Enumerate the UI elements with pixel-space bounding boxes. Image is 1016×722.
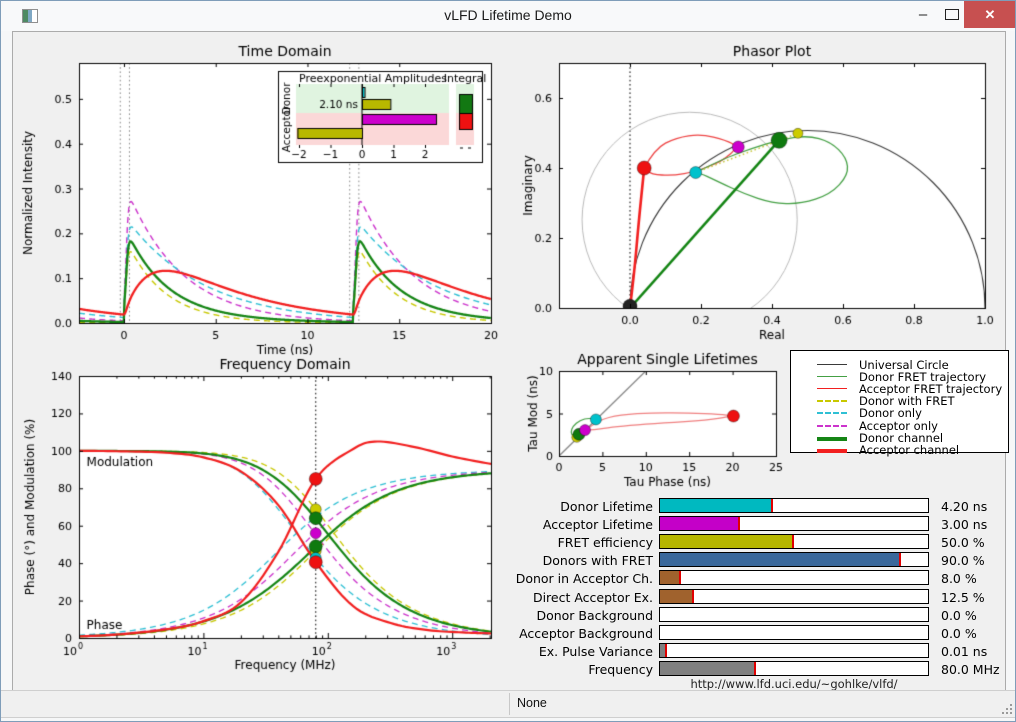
slider-track[interactable] (659, 498, 929, 513)
slider-row: Donors with FRET 90.0 % (441, 552, 1007, 568)
slider-fill (660, 553, 901, 567)
close-button[interactable]: ✕ (964, 1, 1015, 28)
window-title: vLFD Lifetime Demo (444, 7, 572, 23)
legend-line-sample (817, 412, 847, 415)
slider-row: Donor in Acceptor Ch. 8.0 % (441, 570, 1007, 586)
slider-value: 0.01 ns (941, 643, 988, 659)
slider-label: Acceptor Lifetime (542, 517, 653, 533)
slider-fill (660, 535, 794, 549)
slider-track[interactable] (659, 516, 929, 532)
slider-handle[interactable] (899, 553, 902, 567)
legend-label: Acceptor FRET trajectory (859, 382, 1003, 397)
legend-label: Universal Circle (859, 358, 949, 372)
slider-row: Donor Background 0.0 % (441, 606, 1007, 623)
phasor-legend: Universal Circle Donor FRET trajectory A… (790, 350, 1009, 457)
slider-track[interactable] (659, 534, 929, 550)
slider-label: Donor in Acceptor Ch. (515, 571, 653, 587)
slider-row: Ex. Pulse Variance 0.01 ns (441, 642, 1007, 659)
slider-track[interactable] (659, 588, 929, 604)
slider-row: Acceptor Lifetime 3.00 ns (441, 516, 1007, 532)
slider-label: Donor Lifetime (560, 499, 653, 514)
legend-item: Donor only (791, 406, 1008, 421)
resize-grip[interactable] (1000, 702, 1012, 714)
legend-line-sample (817, 376, 847, 378)
slider-label: Frequency (588, 661, 653, 677)
slider-label: Donors with FRET (542, 553, 653, 569)
project-url: http://www.lfd.uci.edu/~gohlke/vlfd/ (690, 677, 898, 691)
slider-row: Acceptor Background 0.0 % (441, 624, 1007, 641)
status-bar: None (1, 690, 1015, 718)
slider-label: Acceptor Background (519, 625, 653, 641)
slider-value: 80.0 MHz (941, 661, 1000, 677)
slider-value: 50.0 % (941, 535, 985, 551)
slider-value: 4.20 ns (941, 499, 988, 514)
title-bar: vLFD Lifetime Demo – ✕ (1, 1, 1015, 31)
maximize-button[interactable] (940, 1, 964, 28)
legend-line-sample (817, 424, 847, 427)
slider-fill (660, 571, 681, 585)
slider-row: Donor Lifetime 4.20 ns (441, 498, 1007, 514)
minimize-icon: – (918, 6, 928, 23)
slider-track[interactable] (659, 624, 929, 640)
legend-item: Donor with FRET (791, 394, 1008, 409)
slider-handle[interactable] (691, 589, 694, 603)
slider-value: 3.00 ns (941, 517, 988, 533)
legend-item: Donor channel (791, 430, 1008, 445)
slider-handle[interactable] (664, 643, 667, 657)
legend-label: Acceptor only (859, 418, 938, 433)
slider-fill (660, 589, 694, 603)
legend-label: Acceptor channel (859, 442, 960, 457)
slider-fill (660, 517, 740, 531)
legend-label: Donor only (859, 406, 922, 421)
slider-track[interactable] (659, 660, 929, 676)
slider-handle[interactable] (770, 499, 773, 512)
slider-track[interactable] (659, 606, 929, 622)
slider-track[interactable] (659, 642, 929, 658)
status-message: None (517, 696, 547, 710)
minimize-button[interactable]: – (906, 1, 940, 28)
slider-handle[interactable] (792, 535, 794, 549)
slider-label: Direct Acceptor Ex. (532, 589, 653, 605)
slider-value: 90.0 % (941, 553, 985, 569)
legend-item: Acceptor only (791, 418, 1008, 433)
slider-value: 8.0 % (941, 571, 977, 587)
slider-handle[interactable] (679, 571, 682, 585)
legend-item: Acceptor FRET trajectory (791, 382, 1008, 397)
slider-row: Direct Acceptor Ex. 12.5 % (441, 588, 1007, 605)
slider-row: Frequency 80.0 MHz (441, 660, 1007, 677)
slider-track[interactable] (659, 570, 929, 586)
slider-fill (660, 499, 773, 512)
slider-fill (660, 661, 756, 675)
slider-track[interactable] (659, 552, 929, 568)
slider-row: FRET efficiency 50.0 % (441, 534, 1007, 550)
slider-value: 0.0 % (941, 625, 977, 641)
legend-item: Universal Circle (791, 358, 1008, 372)
slider-handle[interactable] (738, 517, 741, 531)
maximize-icon (945, 9, 959, 20)
legend-label: Donor channel (859, 430, 944, 445)
close-icon: ✕ (984, 6, 996, 22)
legend-line-sample (817, 436, 847, 441)
slider-value: 12.5 % (941, 589, 985, 605)
slider-value: 0.0 % (941, 607, 977, 623)
legend-item: Acceptor channel (791, 442, 1008, 457)
legend-line-sample (817, 388, 847, 390)
legend-item: Donor FRET trajectory (791, 370, 1008, 385)
legend-line-sample (817, 364, 847, 365)
status-divider (509, 693, 510, 715)
app-icon (22, 9, 38, 23)
slider-fill (660, 643, 667, 657)
slider-label: Donor Background (536, 607, 653, 623)
legend-line-sample (817, 400, 847, 403)
slider-label: FRET efficiency (557, 535, 653, 551)
slider-handle[interactable] (754, 661, 757, 675)
legend-label: Donor FRET trajectory (859, 370, 987, 385)
legend-label: Donor with FRET (859, 394, 955, 409)
slider-label: Ex. Pulse Variance (538, 643, 653, 659)
legend-line-sample (817, 448, 847, 453)
